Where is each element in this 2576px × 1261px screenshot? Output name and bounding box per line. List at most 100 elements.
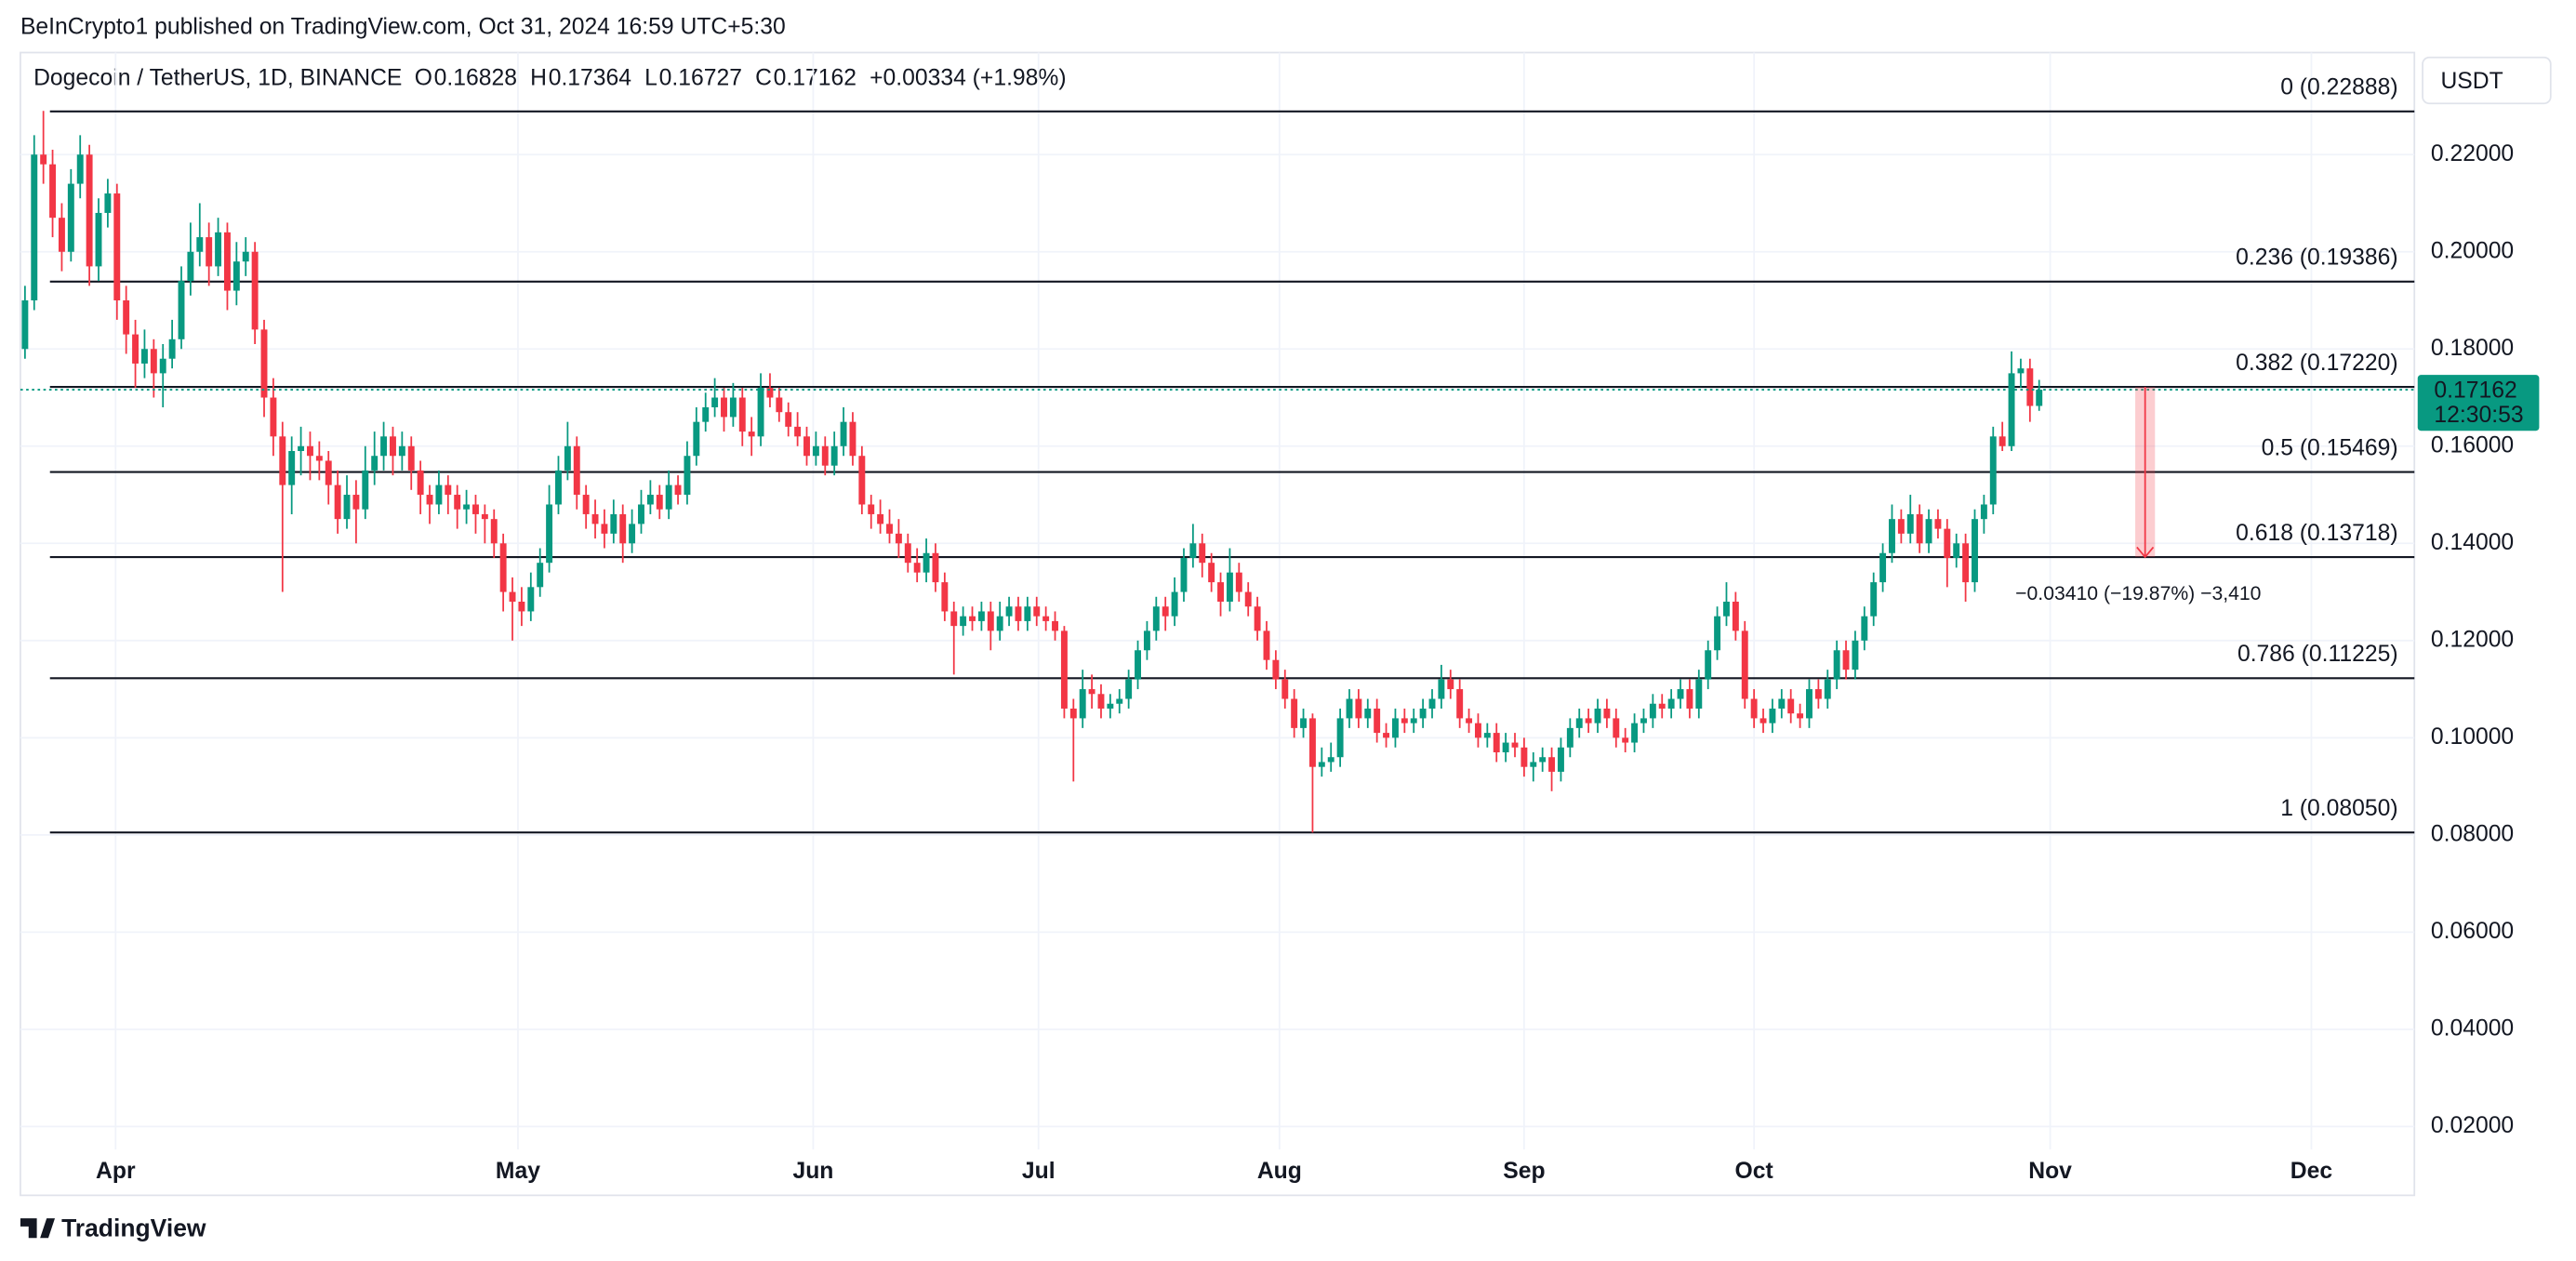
candle-body xyxy=(215,232,222,267)
candle-body xyxy=(564,445,571,471)
candle-body xyxy=(960,616,967,627)
y-tick-label: 0.22000 xyxy=(2431,141,2514,166)
candle-body xyxy=(1870,582,1878,617)
candle-body xyxy=(1107,703,1114,709)
currency-box xyxy=(2422,56,2552,105)
x-tick-label: Jul xyxy=(1022,1159,1056,1184)
x-tick-label: Oct xyxy=(1735,1159,1773,1184)
legend-value: 0.16828 xyxy=(434,65,517,90)
candle-body xyxy=(1244,591,1252,607)
candle-body xyxy=(812,445,819,457)
candle-body xyxy=(1097,694,1105,709)
candle-body xyxy=(1998,436,2006,446)
legend: Dogecoin / TetherUS, 1D, BINANCE O 0.1682… xyxy=(33,65,1067,90)
x-tick-label: Nov xyxy=(2028,1159,2072,1184)
candle-body xyxy=(629,524,636,544)
candle-body xyxy=(1814,689,1822,699)
candle-body xyxy=(721,397,727,418)
x-tick-label: Aug xyxy=(1257,1159,1302,1184)
candle-body xyxy=(1925,519,1932,544)
candle-body xyxy=(1272,659,1280,680)
candle-body xyxy=(1667,698,1675,709)
candle-body xyxy=(1374,708,1381,734)
x-tick-label: May xyxy=(496,1159,540,1184)
candle-body xyxy=(1944,528,1951,558)
candle-body xyxy=(665,484,672,510)
candle-body xyxy=(619,513,627,544)
candle-body xyxy=(343,495,351,520)
candle-body xyxy=(821,445,829,466)
candle-body xyxy=(270,397,277,437)
candle-body xyxy=(1842,650,1850,670)
candle-body xyxy=(923,552,930,573)
y-tick-label: 0.04000 xyxy=(2431,1015,2514,1041)
candle-body xyxy=(140,349,148,364)
candle-body xyxy=(104,193,112,213)
candle-body xyxy=(1152,606,1160,631)
candle-body xyxy=(1235,572,1242,592)
candle-body xyxy=(113,193,121,301)
candle-body xyxy=(490,519,498,544)
symbol: Dogecoin / TetherUS, 1D, BINANCE xyxy=(33,65,402,90)
y-tick-label: 0.18000 xyxy=(2431,336,2514,361)
candle-body xyxy=(840,421,847,446)
candle-body xyxy=(1759,718,1767,723)
candle-body xyxy=(150,349,157,374)
candle-body xyxy=(1327,757,1334,763)
countdown: 12:30:53 xyxy=(2434,403,2523,428)
candle-body xyxy=(159,358,166,374)
candle-body xyxy=(904,543,911,564)
candle-body xyxy=(499,543,507,592)
fib-label: 0.786 (0.11225) xyxy=(2237,642,2398,667)
candle-body xyxy=(977,611,985,621)
candle-body xyxy=(895,533,902,544)
candle-body xyxy=(738,397,746,432)
candle-body xyxy=(1226,572,1233,603)
candle-body xyxy=(1889,519,1895,553)
candle-body xyxy=(766,388,774,398)
currency: USDT xyxy=(2440,69,2503,94)
candle-body xyxy=(334,484,341,520)
candle-body xyxy=(950,611,958,627)
candle-body xyxy=(1208,563,1215,583)
candle-body xyxy=(398,445,405,457)
candle-body xyxy=(1934,519,1942,529)
candle-body xyxy=(463,504,471,510)
candle-body xyxy=(1483,733,1491,738)
candle-body xyxy=(1695,679,1703,709)
candle-body xyxy=(527,587,535,612)
legend-key: C xyxy=(755,65,772,90)
y-tick-label: 0.06000 xyxy=(2431,919,2514,944)
candle-body xyxy=(223,232,231,291)
candle-body xyxy=(2036,390,2043,406)
candle-body xyxy=(1980,504,1987,520)
candle-body xyxy=(1005,606,1013,617)
candle-body xyxy=(858,456,866,505)
candle-body xyxy=(242,251,249,262)
fib-label: 1 (0.08050) xyxy=(2280,796,2397,821)
candle-body xyxy=(178,281,185,339)
candle-body xyxy=(1732,602,1739,631)
candle-body xyxy=(610,513,617,534)
candle-body xyxy=(996,616,1003,631)
candle-body xyxy=(1824,679,1831,699)
candle-body xyxy=(1769,708,1776,723)
legend-key: O xyxy=(415,65,432,90)
candle-body xyxy=(1631,723,1639,743)
candle-body xyxy=(1401,718,1408,723)
candle-body xyxy=(1143,630,1150,651)
candle-body xyxy=(407,445,415,471)
candle-body xyxy=(21,300,29,350)
candle-body xyxy=(1594,708,1601,723)
candle-body xyxy=(969,616,976,621)
legend-value: 0.17364 xyxy=(549,65,632,90)
candle-body xyxy=(1135,650,1141,680)
candle-body xyxy=(1906,513,1914,534)
candle-body xyxy=(1575,718,1583,728)
candle-body xyxy=(1852,640,1859,670)
fib-label: 0.382 (0.17220) xyxy=(2236,351,2397,376)
candle-body xyxy=(1493,733,1500,752)
candle-body xyxy=(1613,718,1620,738)
